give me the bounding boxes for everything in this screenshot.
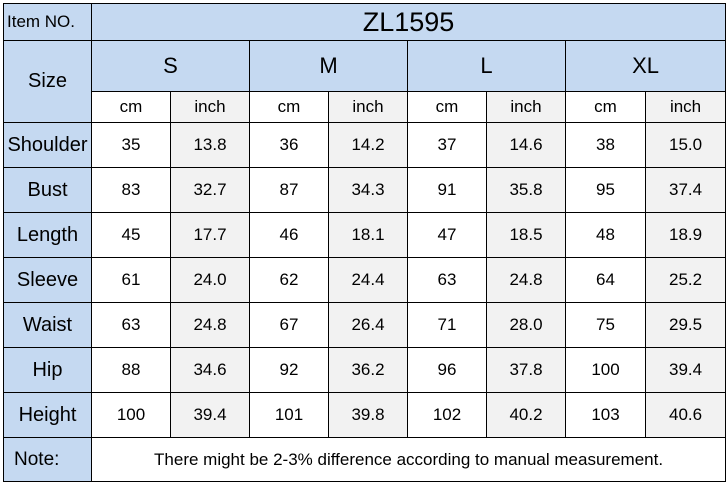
value-cm-cell: 35 (91, 122, 171, 168)
value-inch-cell: 37.4 (644, 167, 727, 213)
value-cm-cell: 36 (249, 122, 329, 168)
value-inch-cell: 40.6 (644, 392, 727, 438)
value-cm-cell: 91 (407, 167, 487, 213)
measurement-label: Waist (3, 302, 92, 348)
unit-cm: cm (407, 91, 487, 123)
value-cm-cell: 47 (407, 212, 487, 258)
note-label: Note: (3, 437, 92, 482)
value-cm-cell: 71 (407, 302, 487, 348)
value-cm-cell: 67 (249, 302, 329, 348)
measurement-label: Length (3, 212, 92, 258)
unit-cm: cm (565, 91, 646, 123)
value-inch-cell: 17.7 (170, 212, 250, 258)
item-number-label: Item NO. (3, 3, 92, 41)
measurement-label: Bust (3, 167, 92, 213)
value-inch-cell: 34.6 (170, 347, 250, 393)
value-cm-cell: 64 (565, 257, 646, 303)
value-cm-cell: 63 (407, 257, 487, 303)
unit-inch: inch (328, 91, 408, 123)
size-chart-table: Item NO. ZL1595 Size S M L XL cm inch cm… (3, 3, 727, 482)
unit-cm: cm (249, 91, 329, 123)
value-inch-cell: 40.2 (486, 392, 566, 438)
value-inch-cell: 18.1 (328, 212, 408, 258)
value-inch-cell: 24.8 (170, 302, 250, 348)
value-cm-cell: 96 (407, 347, 487, 393)
value-inch-cell: 29.5 (644, 302, 727, 348)
table-row: Sleeve 61 24.0 62 24.4 63 24.8 64 25.2 (3, 257, 727, 303)
unit-cm: cm (91, 91, 171, 123)
value-cm-cell: 62 (249, 257, 329, 303)
value-cm-cell: 88 (91, 347, 171, 393)
note-text: There might be 2-3% difference according… (90, 437, 727, 482)
unit-inch: inch (170, 91, 250, 123)
table-row: Waist 63 24.8 67 26.4 71 28.0 75 29.5 (3, 302, 727, 348)
value-inch-cell: 39.4 (644, 347, 727, 393)
value-cm-cell: 83 (91, 167, 171, 213)
value-cm-cell: 46 (249, 212, 329, 258)
value-inch-cell: 13.8 (170, 122, 250, 168)
measurement-label: Height (3, 392, 92, 438)
size-header-s: S (91, 40, 250, 92)
value-inch-cell: 32.7 (170, 167, 250, 213)
table-row: Length 45 17.7 46 18.1 47 18.5 48 18.9 (3, 212, 727, 258)
value-inch-cell: 28.0 (486, 302, 566, 348)
measurement-label: Shoulder (3, 122, 92, 168)
unit-inch: inch (486, 91, 566, 123)
table-row: Hip 88 34.6 92 36.2 96 37.8 100 39.4 (3, 347, 727, 393)
value-inch-cell: 24.4 (328, 257, 408, 303)
value-cm-cell: 103 (565, 392, 646, 438)
value-inch-cell: 39.8 (328, 392, 408, 438)
value-cm-cell: 48 (565, 212, 646, 258)
value-inch-cell: 18.5 (486, 212, 566, 258)
value-cm-cell: 92 (249, 347, 329, 393)
table-row: Bust 83 32.7 87 34.3 91 35.8 95 37.4 (3, 167, 727, 213)
measurement-label: Sleeve (3, 257, 92, 303)
value-cm-cell: 101 (249, 392, 329, 438)
value-cm-cell: 100 (565, 347, 646, 393)
measurement-label: Hip (3, 347, 92, 393)
size-header-xl: XL (564, 40, 727, 92)
table-row: Shoulder 35 13.8 36 14.2 37 14.6 38 15.0 (3, 122, 727, 168)
value-inch-cell: 39.4 (170, 392, 250, 438)
size-label: Size (3, 40, 92, 123)
value-inch-cell: 35.8 (486, 167, 566, 213)
table-row: Height 100 39.4 101 39.8 102 40.2 103 40.6 (3, 392, 727, 438)
value-cm-cell: 63 (91, 302, 171, 348)
value-inch-cell: 25.2 (644, 257, 727, 303)
value-inch-cell: 36.2 (328, 347, 408, 393)
value-cm-cell: 100 (91, 392, 171, 438)
item-number-value: ZL1595 (90, 3, 727, 41)
item-number-row: Item NO. ZL1595 (3, 3, 727, 41)
value-inch-cell: 14.6 (486, 122, 566, 168)
value-inch-cell: 24.0 (170, 257, 250, 303)
value-cm-cell: 87 (249, 167, 329, 213)
value-cm-cell: 102 (407, 392, 487, 438)
value-inch-cell: 18.9 (644, 212, 727, 258)
unit-inch: inch (644, 91, 727, 123)
size-header-l: L (407, 40, 566, 92)
unit-header-row: cm inch cm inch cm inch cm inch (4, 91, 727, 123)
size-header-row: Size S M L XL (3, 40, 727, 123)
value-cm-cell: 45 (91, 212, 171, 258)
value-inch-cell: 37.8 (486, 347, 566, 393)
size-header-m: M (249, 40, 408, 92)
note-row: Note: There might be 2-3% difference acc… (3, 437, 727, 482)
value-inch-cell: 14.2 (328, 122, 408, 168)
value-cm-cell: 61 (91, 257, 171, 303)
value-inch-cell: 24.8 (486, 257, 566, 303)
value-cm-cell: 75 (565, 302, 646, 348)
value-inch-cell: 26.4 (328, 302, 408, 348)
value-cm-cell: 95 (565, 167, 646, 213)
value-inch-cell: 34.3 (328, 167, 408, 213)
value-cm-cell: 37 (407, 122, 487, 168)
value-inch-cell: 15.0 (644, 122, 727, 168)
value-cm-cell: 38 (565, 122, 646, 168)
